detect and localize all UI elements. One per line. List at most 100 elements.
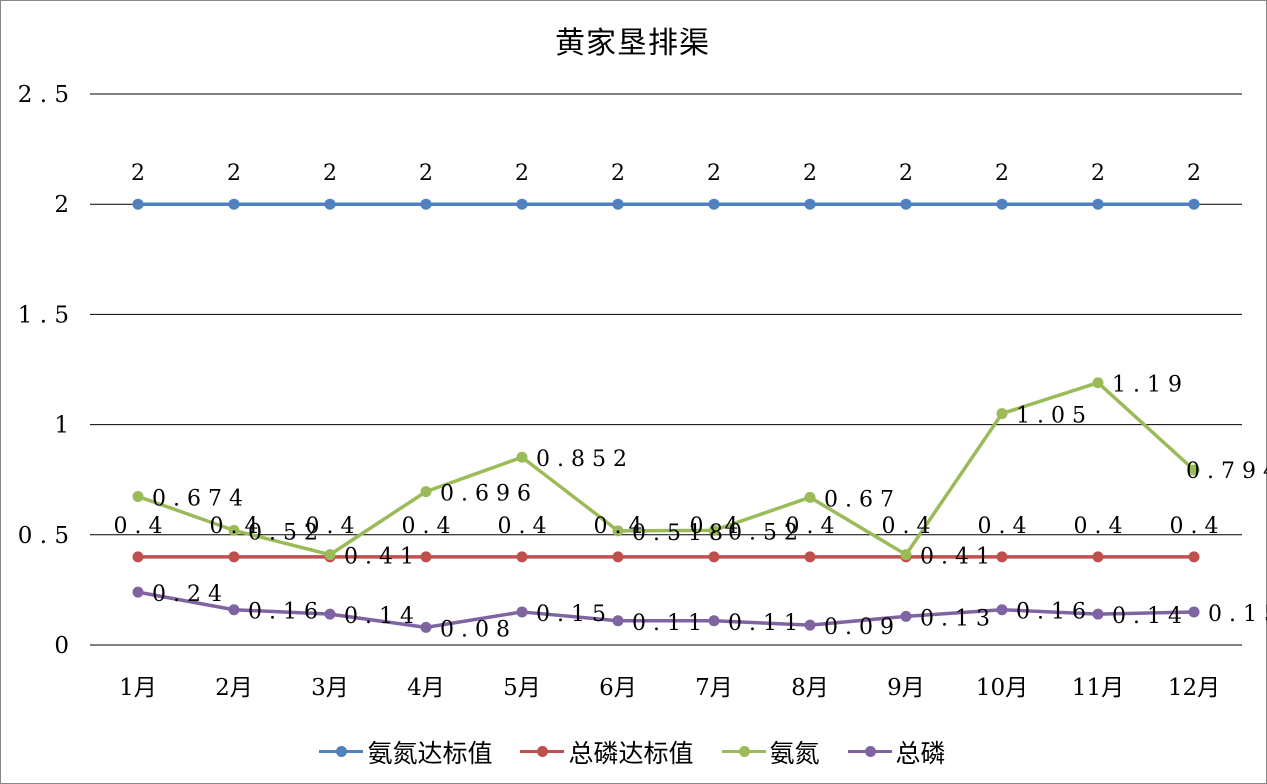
data-point: [516, 551, 528, 563]
data-point: [996, 604, 1008, 616]
data-point: [612, 198, 624, 210]
x-tick-label: 2月: [215, 675, 253, 701]
data-label: 2: [1187, 161, 1201, 186]
data-point: [516, 606, 528, 618]
x-tick-label: 11月: [1072, 675, 1124, 701]
data-point: [1188, 464, 1200, 476]
data-label: 0 . 6 9 6: [440, 482, 531, 507]
data-label: 0 . 4: [498, 514, 547, 539]
data-point: [708, 615, 720, 627]
data-label: 0 . 4: [786, 514, 835, 539]
data-point: [900, 610, 912, 622]
data-point: [420, 621, 432, 633]
series-line: [137, 590, 1195, 630]
data-point: [996, 408, 1008, 420]
data-label: 2: [515, 161, 529, 186]
x-tick-label: 3月: [311, 675, 349, 701]
legend-label: 总磷: [895, 739, 946, 768]
data-point: [1092, 377, 1104, 389]
data-label: 2: [899, 161, 913, 186]
x-tick-label: 8月: [791, 675, 829, 701]
data-point: [708, 524, 720, 536]
legend-marker: [520, 742, 565, 762]
data-point: [708, 551, 720, 563]
data-point: [804, 551, 816, 563]
data-label: 0 . 4: [594, 514, 643, 539]
x-tick-label: 1月: [119, 675, 157, 701]
chart-title: 黄家垦排渠: [555, 26, 710, 61]
legend: 氨氮达标值 总磷达标值 氨氮 总磷: [0, 734, 1265, 770]
data-point: [1092, 551, 1104, 563]
data-point: [612, 525, 624, 537]
x-axis: 1月 2月 3月 4月 5月 6月 7月 8月 9月 10月 11月 12月: [119, 675, 1220, 701]
data-point: [516, 198, 528, 210]
data-label: 2: [803, 161, 817, 186]
data-point: [516, 451, 528, 463]
legend-item: 氨氮达标值: [319, 734, 492, 770]
legend-marker: [319, 742, 364, 762]
data-point: [228, 198, 240, 210]
y-axis: 0 0 . 5 1 1 . 5 2 2 . 5: [18, 82, 69, 659]
data-label: 0 . 8 5 2: [536, 447, 627, 472]
data-label: 0 . 1 1: [632, 611, 702, 636]
data-label: 2: [611, 161, 625, 186]
x-tick-label: 10月: [976, 675, 1028, 701]
data-point: [132, 198, 144, 210]
data-label: 0 . 4: [1170, 514, 1219, 539]
data-label: 0 . 1 6: [248, 600, 318, 625]
data-point: [1092, 198, 1104, 210]
data-label: 0 . 4 1: [344, 545, 414, 570]
data-point: [804, 198, 816, 210]
data-label: 2: [707, 161, 721, 186]
data-label: 0 . 1 4: [344, 604, 414, 629]
legend-label: 总磷达标值: [568, 739, 694, 768]
data-label: 0 . 4 1: [920, 545, 990, 570]
x-tick-label: 9月: [887, 675, 925, 701]
x-tick-label: 12月: [1168, 675, 1220, 701]
data-point: [324, 549, 336, 561]
x-tick-label: 7月: [695, 675, 733, 701]
data-label: 2: [227, 161, 241, 186]
legend-label: 氨氮达标值: [367, 739, 493, 768]
y-tick-label: 1 . 5: [18, 302, 69, 328]
data-point: [420, 551, 432, 563]
data-label: 0 . 1 6: [1016, 600, 1086, 625]
y-tick-label: 1: [54, 413, 69, 439]
data-label: 0 . 1 5: [1208, 602, 1267, 627]
data-label: 0 . 1 5: [536, 602, 606, 627]
y-tick-label: 0: [54, 633, 69, 659]
data-label: 0 . 6 7 4: [152, 486, 243, 511]
data-point: [612, 615, 624, 627]
data-point: [132, 490, 144, 502]
data-label: 0 . 2 4: [152, 582, 222, 607]
data-point: [420, 198, 432, 210]
data-label: 0 . 1 1: [728, 611, 798, 636]
legend-item: 氨氮: [721, 734, 820, 770]
data-point: [1092, 608, 1104, 620]
series-layer: [132, 198, 1200, 633]
data-label: 0 . 0 9: [824, 615, 894, 640]
legend-marker: [721, 742, 766, 762]
data-point: [804, 491, 816, 503]
data-label: 1 . 0 5: [1016, 404, 1086, 429]
data-label: 0 . 5 2: [248, 520, 318, 545]
data-label: 0 . 5 1 8: [632, 521, 723, 546]
data-label: 0 . 4: [306, 514, 355, 539]
data-label: 0 . 4: [978, 514, 1027, 539]
legend-marker: [847, 742, 892, 762]
data-point: [1188, 551, 1200, 563]
legend-label: 氨氮: [769, 739, 820, 768]
y-tick-label: 2: [54, 192, 69, 218]
gridlines: [90, 93, 1242, 646]
data-label: 0 . 1 4: [1112, 604, 1182, 629]
data-point: [900, 549, 912, 561]
x-tick-label: 5月: [503, 675, 541, 701]
data-label: 1 . 1 9: [1112, 373, 1182, 398]
data-point: [804, 619, 816, 631]
series-line: [137, 380, 1196, 557]
data-label: 0 . 1 3: [920, 606, 990, 631]
data-point: [132, 551, 144, 563]
legend-item: 总磷: [847, 734, 946, 770]
